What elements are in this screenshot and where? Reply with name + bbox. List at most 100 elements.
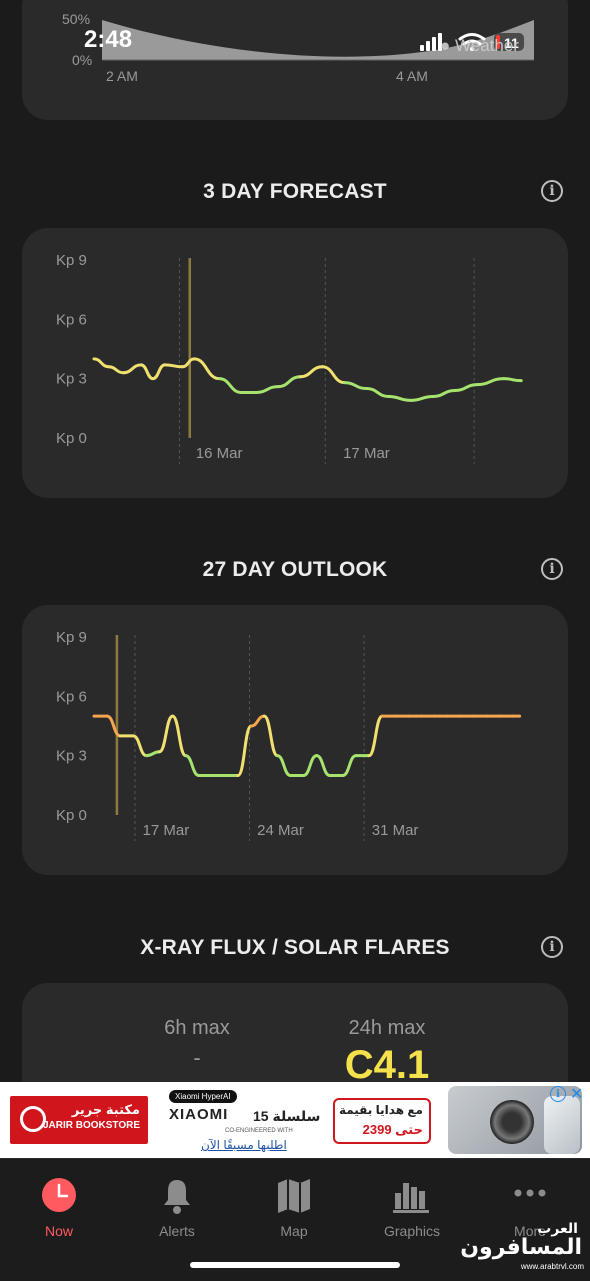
kp-line-segment bbox=[320, 365, 346, 385]
forecast-title: 3 DAY FORECAST bbox=[203, 180, 387, 203]
y-tick-label: Kp 0 bbox=[56, 807, 87, 824]
kp-line-segment bbox=[171, 714, 188, 758]
tab-graphics[interactable]: Graphics bbox=[367, 1175, 457, 1239]
kp-line-segment bbox=[365, 387, 391, 398]
kp-line-segment bbox=[249, 714, 266, 728]
y-tick-label: Kp 6 bbox=[56, 311, 87, 328]
top-area-chart: 50% 0% 2 AM 4 AM bbox=[62, 11, 534, 84]
xray-6h-label: 6h max bbox=[164, 1017, 230, 1039]
weather-badge: ● Weather bbox=[440, 36, 519, 55]
kp-line-segment bbox=[105, 714, 122, 738]
y-tick-label: Kp 3 bbox=[56, 371, 87, 388]
x-tick-label: 17 Mar bbox=[143, 822, 190, 839]
kp-line-segment bbox=[298, 365, 324, 379]
x-tick-label: 16 Mar bbox=[196, 445, 243, 462]
ad-info-icon[interactable]: i bbox=[550, 1086, 566, 1102]
bar-chart-icon bbox=[393, 1183, 429, 1213]
tab-bar: Now Alerts Map Graphics More bbox=[0, 1158, 590, 1281]
top-area-fill bbox=[102, 20, 534, 60]
kp-line-segment bbox=[341, 754, 358, 777]
kp-line-segment bbox=[184, 754, 201, 777]
kp-line-segment bbox=[131, 734, 148, 758]
y-tick-label: Kp 3 bbox=[56, 748, 87, 765]
kp-line-segment bbox=[409, 394, 435, 402]
kp-line-segment bbox=[144, 750, 161, 758]
home-indicator[interactable] bbox=[190, 1262, 400, 1268]
outlook-card[interactable]: Kp 9 Kp 6 Kp 3 Kp 0 17 Mar 24 Mar 31 Mar bbox=[22, 605, 568, 875]
forecast-chart: Kp 9 Kp 6 Kp 3 Kp 0 16 Mar 17 Mar bbox=[56, 252, 523, 464]
kp-line-segment bbox=[121, 363, 143, 375]
kp-line-segment bbox=[107, 365, 125, 375]
kp-line-segment bbox=[151, 363, 167, 381]
wifi-icon bbox=[458, 33, 486, 51]
ad-xiaomi-text[interactable]: Xiaomi HyperAI XIAOMI سلسلة 15 CO-ENGINE… bbox=[165, 1090, 325, 1154]
status-icons: 11 bbox=[420, 33, 524, 51]
camera-lens-icon bbox=[490, 1100, 534, 1144]
outlook-chart: Kp 9 Kp 6 Kp 3 Kp 0 17 Mar 24 Mar 31 Mar bbox=[56, 629, 522, 841]
ad-banner[interactable]: مكتبة جرير JARIR BOOKSTORE Xiaomi HyperA… bbox=[0, 1082, 590, 1158]
outlook-title: 27 DAY OUTLOOK bbox=[202, 558, 388, 581]
x-tick-label: 17 Mar bbox=[343, 445, 390, 462]
more-icon bbox=[514, 1189, 546, 1197]
kp-line-segment bbox=[302, 754, 319, 777]
status-bar: 2:48 11 ● Weather bbox=[0, 0, 590, 80]
x-tick-label: 24 Mar bbox=[257, 822, 304, 839]
map-icon bbox=[278, 1179, 310, 1213]
forecast-card[interactable]: Kp 9 Kp 6 Kp 3 Kp 0 16 Mar 17 Mar bbox=[22, 228, 568, 498]
kp-line-segment bbox=[157, 714, 175, 754]
ad-cta-link[interactable]: اطلبها مسبقًا الآن bbox=[201, 1138, 287, 1152]
kp-line-segment bbox=[475, 377, 506, 387]
xray-title: X-RAY FLUX / SOLAR FLARES bbox=[140, 936, 450, 959]
svg-text:11: 11 bbox=[504, 35, 519, 51]
kp-line-segment bbox=[502, 377, 523, 383]
tab-now[interactable]: Now bbox=[14, 1175, 104, 1239]
kp-line-segment bbox=[453, 383, 479, 393]
ad-jarir-logo[interactable]: مكتبة جرير JARIR BOOKSTORE bbox=[10, 1096, 148, 1144]
y-tick-label: Kp 9 bbox=[56, 252, 87, 269]
xray-24h-label: 24h max bbox=[348, 1017, 426, 1039]
kp-line-segment bbox=[180, 357, 196, 369]
outlook-info-icon[interactable]: i bbox=[541, 558, 563, 580]
ad-brand-ar: سلسلة 15 bbox=[253, 1108, 321, 1124]
signal-icon bbox=[420, 33, 442, 51]
kp-line-segment bbox=[192, 357, 221, 381]
top-x-tick-4am: 4 AM bbox=[396, 68, 428, 84]
x-tick-label: 31 Mar bbox=[372, 822, 419, 839]
tab-more[interactable]: More bbox=[485, 1175, 575, 1239]
y-tick-label: Kp 0 bbox=[56, 430, 87, 447]
kp-line-segment bbox=[92, 357, 111, 369]
kp-line-segment bbox=[342, 381, 369, 391]
status-time: 2:48 bbox=[84, 26, 133, 53]
battery-icon: 11 bbox=[494, 33, 524, 51]
jarir-logo-icon bbox=[20, 1106, 46, 1132]
top-y-tick-50: 50% bbox=[62, 11, 90, 27]
ad-phone-image[interactable] bbox=[448, 1086, 582, 1154]
kp-line-segment bbox=[163, 363, 184, 369]
ad-brand: XIAOMI bbox=[169, 1106, 229, 1123]
top-chart-card: 50% 0% 2 AM 4 AM bbox=[22, 0, 568, 120]
kp-line-segment bbox=[387, 394, 413, 402]
xray-info-icon[interactable]: i bbox=[541, 936, 563, 958]
kp-line-segment bbox=[217, 377, 243, 395]
ad-pill: Xiaomi HyperAI bbox=[169, 1090, 237, 1103]
top-y-tick-0: 0% bbox=[72, 52, 92, 68]
kp-line-segment bbox=[315, 754, 332, 777]
kp-line-segment bbox=[139, 363, 155, 381]
top-x-tick-2am: 2 AM bbox=[106, 68, 138, 84]
kp-line-segment bbox=[262, 714, 279, 758]
phone-icon bbox=[544, 1096, 580, 1154]
kp-line-segment bbox=[254, 385, 280, 395]
kp-line-segment bbox=[275, 754, 292, 777]
bell-icon bbox=[164, 1180, 190, 1214]
forecast-info-icon[interactable]: i bbox=[541, 180, 563, 202]
tab-alerts[interactable]: Alerts bbox=[132, 1175, 222, 1239]
apple-icon: ● bbox=[440, 36, 451, 55]
ad-close-icon[interactable]: ✕ bbox=[570, 1086, 584, 1103]
ad-price-box[interactable]: مع هدايا بقيمة حتى 2399 bbox=[333, 1098, 431, 1144]
kp-line-segment bbox=[276, 375, 302, 389]
tab-map[interactable]: Map bbox=[249, 1175, 339, 1239]
kp-line-segment bbox=[236, 724, 253, 777]
xray-24h-value: C4.1 bbox=[344, 1043, 430, 1087]
y-tick-label: Kp 9 bbox=[56, 629, 87, 646]
kp-line-segment bbox=[367, 714, 384, 758]
